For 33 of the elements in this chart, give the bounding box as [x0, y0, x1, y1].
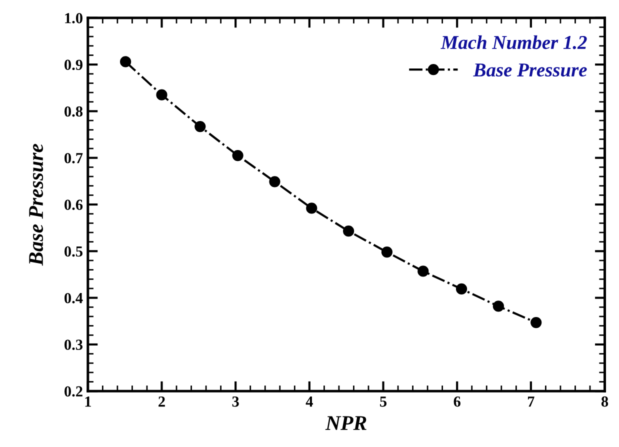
x-tick-label: 2 [158, 396, 165, 407]
point [269, 176, 280, 188]
y-tick-label: 0.7 [64, 152, 83, 164]
y-tick-label: 0.5 [64, 246, 82, 257]
y-tick-label: 0.8 [64, 106, 83, 117]
point [194, 121, 206, 132]
point [232, 150, 244, 162]
x-axis-title: NPR [325, 416, 366, 430]
point [418, 266, 429, 277]
point [120, 56, 132, 68]
y-tick-label: 0.4 [64, 292, 83, 304]
y-tick-label: 1.0 [65, 13, 82, 24]
y-tick-label: 0.9 [64, 60, 82, 70]
x-tick-label: 8 [601, 396, 608, 407]
legend-label: Base Pressure [473, 64, 587, 77]
point [342, 226, 354, 237]
point [306, 202, 318, 214]
point [492, 300, 504, 312]
legend-title: Mach Number 1.2 [440, 35, 587, 50]
x-tick-label: 3 [232, 396, 239, 407]
x-tick-label: 5 [380, 396, 387, 407]
y-tick-label: 0.6 [64, 200, 83, 210]
point [156, 89, 168, 100]
point [456, 283, 468, 295]
point [530, 316, 542, 328]
x-tick-label: 6 [454, 396, 460, 407]
y-tick-label: 0.3 [64, 340, 83, 350]
point [381, 246, 392, 258]
y-tick-label: 0.2 [64, 386, 82, 397]
y-axis-title: Base Pressure [29, 144, 44, 266]
x-tick-label: 4 [306, 396, 313, 407]
x-tick-label: 7 [528, 396, 534, 407]
x-tick-label: 1 [85, 396, 91, 407]
